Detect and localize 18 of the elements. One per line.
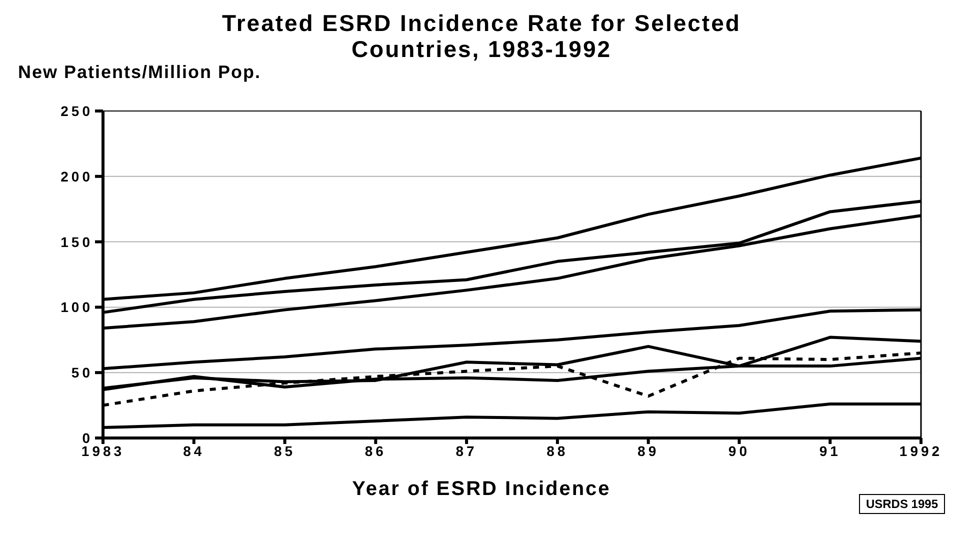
x-tick-label: 90: [728, 442, 750, 459]
x-tick-label: 87: [456, 442, 478, 459]
x-tick-label: 1992: [899, 442, 943, 459]
text: USRDS 1995: [858, 494, 945, 514]
x-tick-label: 91: [819, 442, 841, 459]
y-tick-label: 150: [60, 234, 93, 250]
chart-title: Treated ESRD Incidence Rate for Selected Countries, 1983-1992: [221, 10, 742, 62]
y-tick-label: 250: [60, 102, 93, 119]
y-axis-title: New Patients/Million Pop.: [18, 62, 262, 83]
y-tick-label: 200: [60, 168, 93, 184]
x-tick-label: 86: [364, 442, 386, 459]
y-tick-label: 50: [71, 364, 93, 381]
x-tick-label: 85: [274, 442, 296, 459]
x-axis-title: Year of ESRD Incidence: [352, 478, 611, 500]
y-tick-label: 100: [60, 299, 93, 316]
x-tick-label: 89: [638, 442, 660, 459]
x-tick-label: 84: [183, 442, 205, 459]
x-tick-label: 88: [546, 442, 568, 459]
